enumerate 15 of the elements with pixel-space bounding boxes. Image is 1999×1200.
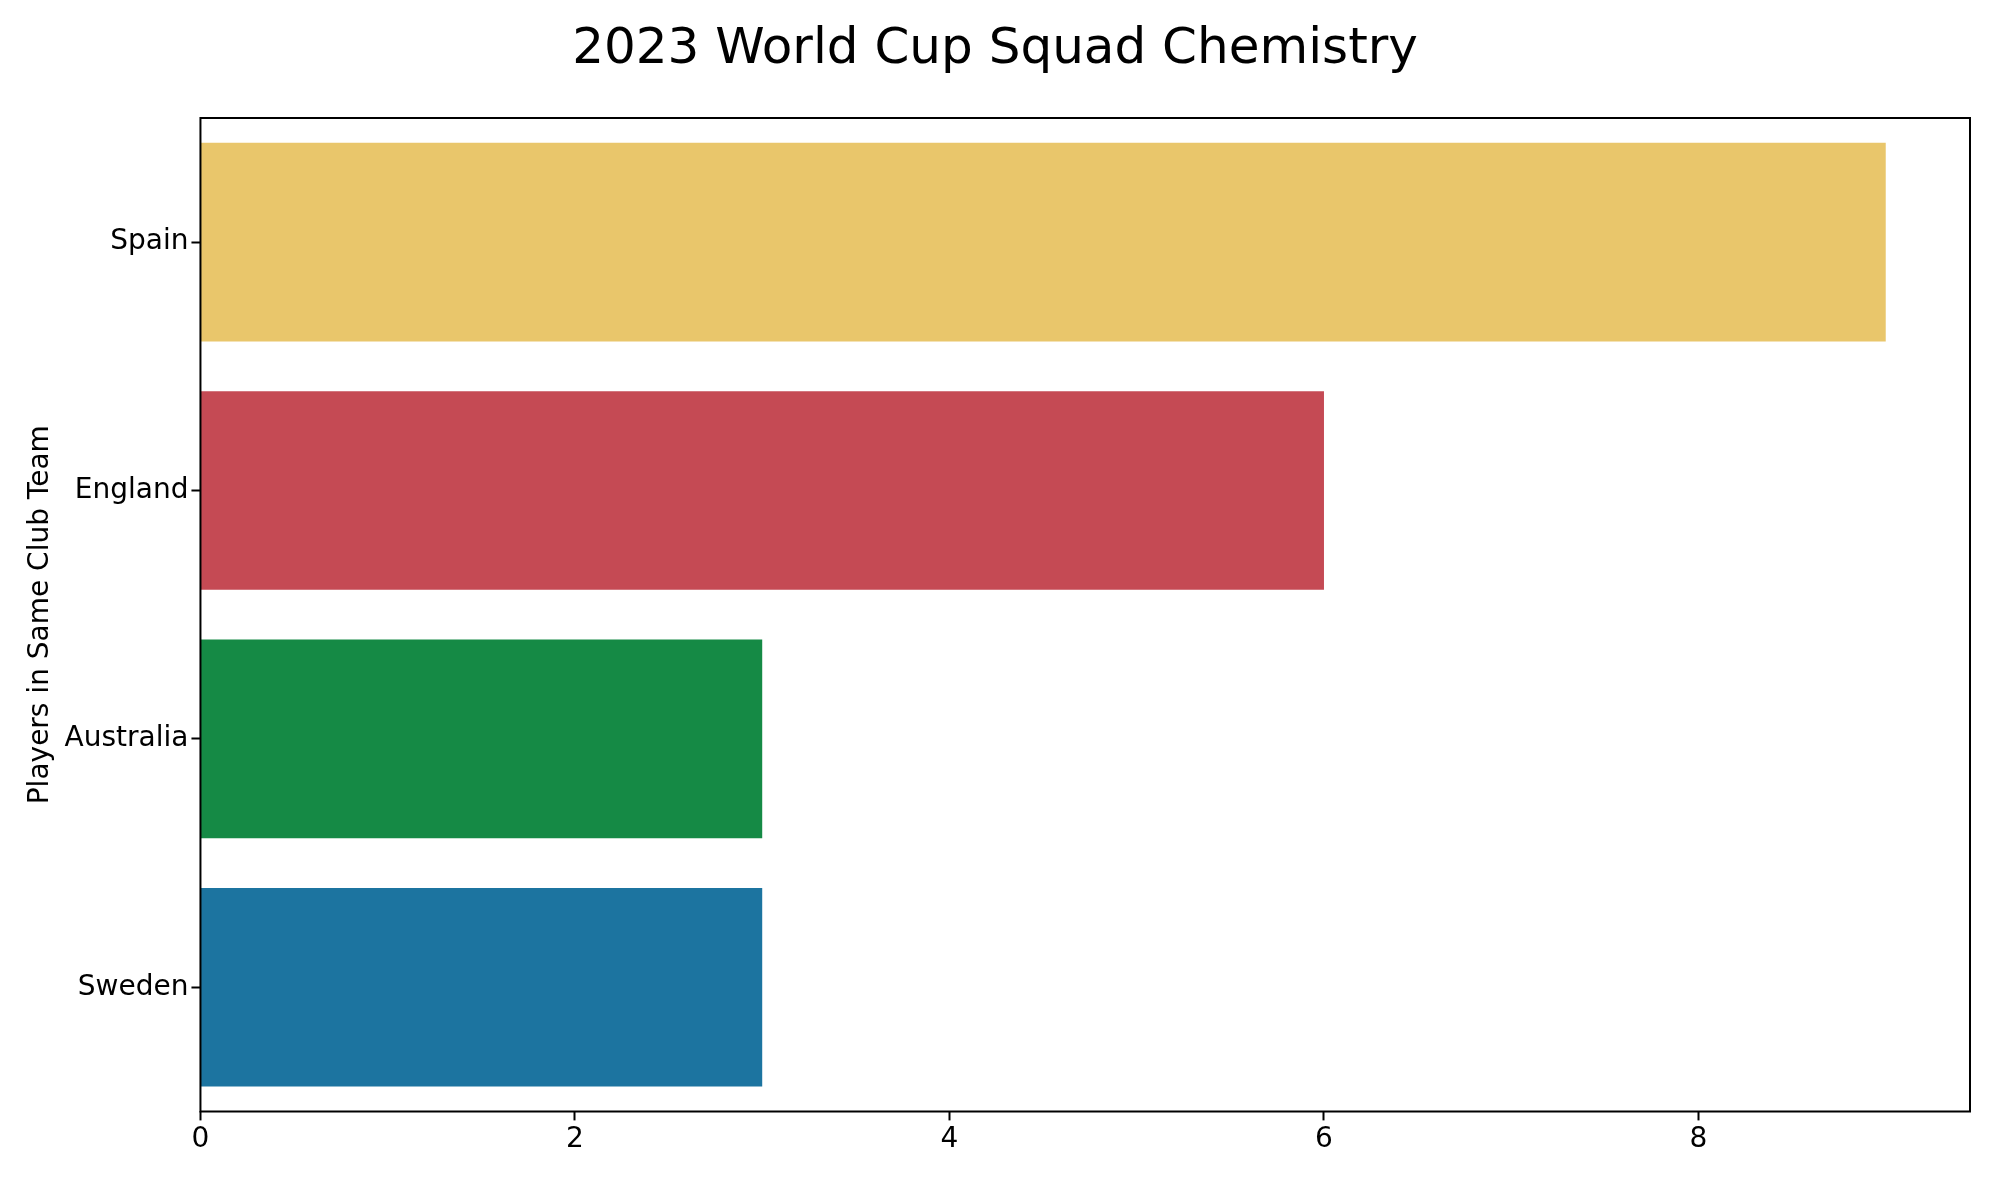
x-tick-label: 6 (1315, 1121, 1333, 1155)
x-tick-label: 2 (566, 1121, 584, 1155)
bar (200, 639, 763, 839)
y-tick-label: Sweden (77, 968, 189, 1002)
chart-title: 2023 World Cup Squad Chemistry (572, 16, 1418, 75)
y-tick-label: Australia (64, 720, 189, 754)
bar (200, 391, 1324, 590)
y-axis-title: Players in Same Club Team (22, 425, 56, 805)
x-tick-label: 0 (191, 1121, 210, 1155)
x-tick-label: 4 (940, 1121, 959, 1155)
y-tick-label: Spain (110, 223, 189, 257)
x-tick-label: 8 (1689, 1121, 1708, 1155)
bar (200, 887, 763, 1087)
bar (200, 142, 1886, 342)
y-tick-label: England (74, 471, 189, 505)
